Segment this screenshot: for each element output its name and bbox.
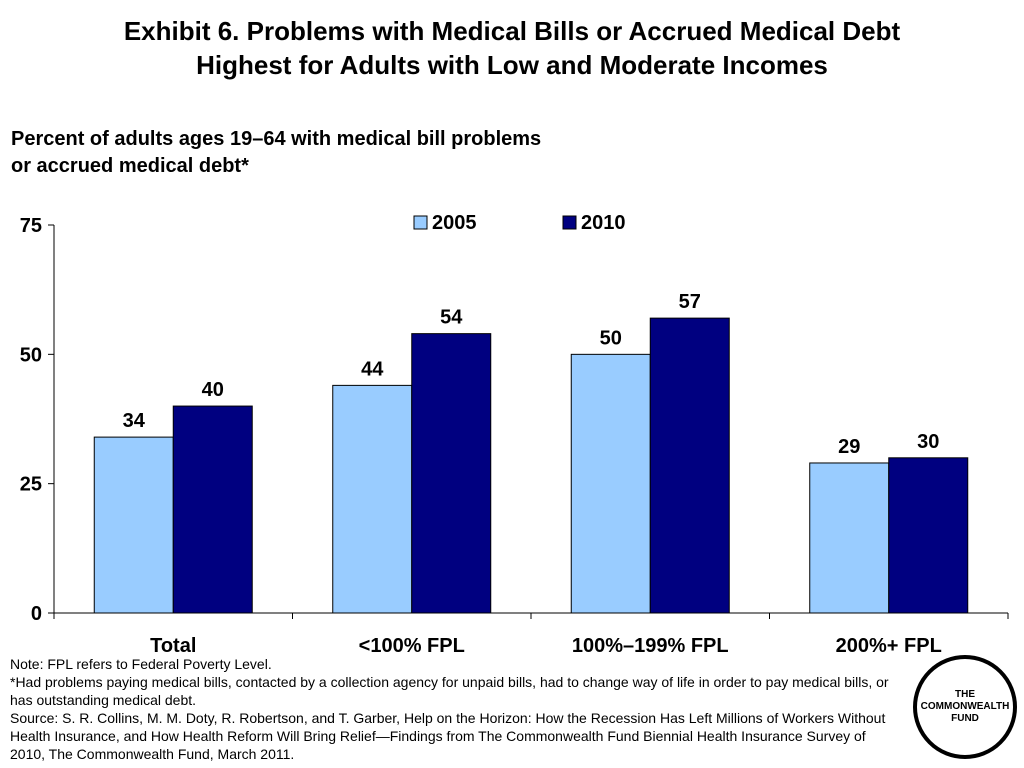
bar xyxy=(809,462,890,614)
bar xyxy=(411,333,492,614)
bar xyxy=(332,384,413,614)
footnote-definition: *Had problems paying medical bills, cont… xyxy=(10,674,889,708)
subtitle-line-1: Percent of adults ages 19–64 with medica… xyxy=(11,128,542,150)
bar xyxy=(570,353,651,614)
bar xyxy=(888,457,969,614)
chart-labels: 34 40 Total 44 54 <100% FPL 50 57 100%–199% FPL 2… xyxy=(123,291,942,657)
data-label: 44 xyxy=(361,358,384,380)
bar xyxy=(649,317,730,614)
footnote-source: Source: S. R. Collins, M. M. Doty, R. Ro… xyxy=(10,710,886,762)
footnotes: Note: FPL refers to Federal Poverty Leve… xyxy=(10,655,900,763)
x-tick-label: <100% FPL xyxy=(359,635,465,657)
x-tick-label: 200%+ FPL xyxy=(836,635,942,657)
bar xyxy=(172,405,253,614)
y-tick-label: 0 xyxy=(31,603,42,625)
data-label: 29 xyxy=(838,436,860,458)
legend-swatch xyxy=(413,215,428,230)
chart-bars xyxy=(93,317,969,614)
data-label: 30 xyxy=(917,431,939,453)
y-tick-label: 25 xyxy=(20,474,42,496)
data-label: 40 xyxy=(202,379,224,401)
legend-swatch xyxy=(562,215,577,230)
title-line-2: Highest for Adults with Low and Moderate… xyxy=(196,50,828,80)
legend-label: 2005 xyxy=(432,212,477,234)
x-tick-label: Total xyxy=(150,635,196,657)
bar xyxy=(93,436,174,614)
y-tick-label: 75 xyxy=(20,215,42,237)
chart-legend: 2005 2010 xyxy=(413,212,626,234)
commonwealth-fund-logo: THE COMMONWEALTH FUND xyxy=(913,655,1017,759)
page-title: Exhibit 6. Problems with Medical Bills o… xyxy=(0,14,1024,82)
title-line-1: Exhibit 6. Problems with Medical Bills o… xyxy=(123,16,901,46)
bar-chart: 0 25 50 75 34 40 Total 44 54 <100% FPL 50 57 100%–1… xyxy=(20,212,1009,657)
data-label: 50 xyxy=(600,327,622,349)
data-label: 57 xyxy=(679,291,701,313)
y-tick-label: 50 xyxy=(20,344,42,366)
x-tick-label: 100%–199% FPL xyxy=(572,635,729,657)
legend-label: 2010 xyxy=(581,212,626,234)
data-label: 54 xyxy=(440,307,463,329)
footnote-fpl: Note: FPL refers to Federal Poverty Leve… xyxy=(10,656,272,672)
data-label: 34 xyxy=(123,410,146,432)
chart-subtitle: Percent of adults ages 19–64 with medica… xyxy=(11,126,541,180)
subtitle-line-2: or accrued medical debt* xyxy=(11,155,249,177)
